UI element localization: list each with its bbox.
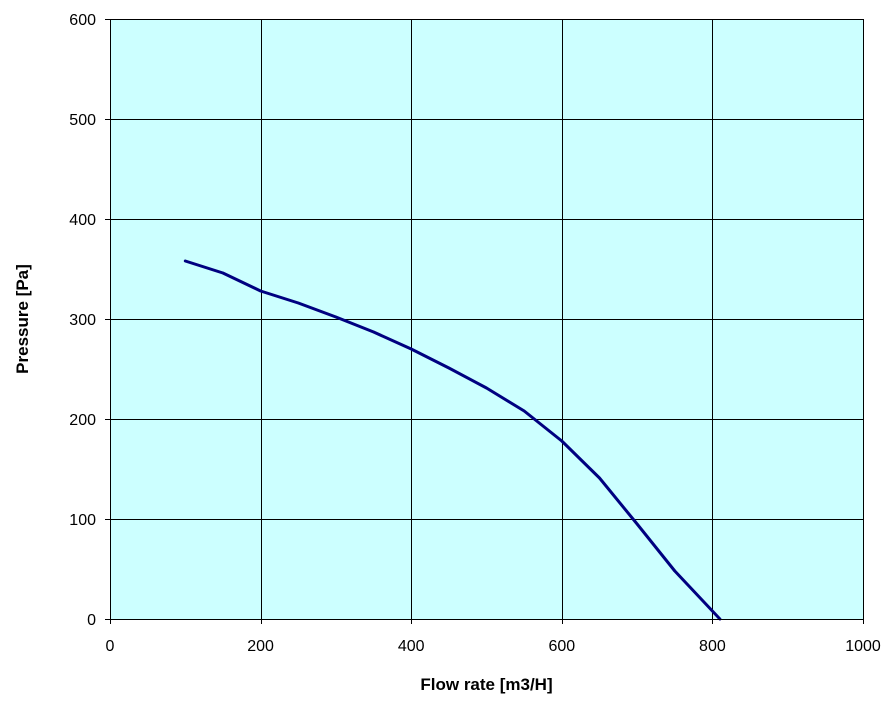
axes: [105, 19, 864, 624]
y-tick-label: 200: [69, 412, 96, 429]
x-tick-label: 400: [398, 638, 425, 655]
data-point: [334, 315, 338, 319]
y-tick-labels: 0 100 200 300 400 500 600: [69, 12, 96, 629]
data-point: [522, 409, 526, 413]
x-tick-label: 200: [247, 638, 274, 655]
x-tick-label: 0: [106, 638, 115, 655]
x-axis-title: Flow rate [m3/H]: [420, 675, 552, 694]
series-layer: [183, 259, 722, 621]
data-point: [297, 301, 300, 305]
y-tick-label: 400: [69, 212, 96, 229]
data-point: [372, 330, 375, 334]
y-tick-label: 600: [69, 12, 96, 29]
x-tick-labels: 0 200 400 600 800 1000: [106, 638, 881, 655]
data-point: [485, 386, 488, 390]
data-point: [221, 271, 225, 275]
data-point: [673, 569, 676, 573]
x-tick-label: 1000: [845, 638, 881, 655]
data-point: [410, 347, 413, 351]
x-tick-label: 800: [699, 638, 726, 655]
y-tick-label: 500: [69, 112, 96, 129]
data-point: [635, 522, 639, 526]
y-tick-label: 0: [87, 612, 96, 629]
data-point: [259, 289, 262, 293]
y-tick-label: 300: [69, 312, 96, 329]
data-point: [598, 476, 601, 480]
grid: [110, 19, 864, 620]
data-point: [560, 439, 563, 443]
y-tick-label: 100: [69, 512, 96, 529]
data-point: [184, 259, 187, 263]
data-point: [447, 366, 451, 370]
y-axis-title: Pressure [Pa]: [13, 264, 32, 374]
plot-frame: [110, 19, 864, 620]
x-tick-label: 600: [548, 638, 575, 655]
